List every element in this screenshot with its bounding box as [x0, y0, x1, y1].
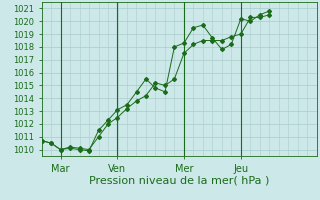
X-axis label: Pression niveau de la mer( hPa ): Pression niveau de la mer( hPa ) — [89, 175, 269, 185]
